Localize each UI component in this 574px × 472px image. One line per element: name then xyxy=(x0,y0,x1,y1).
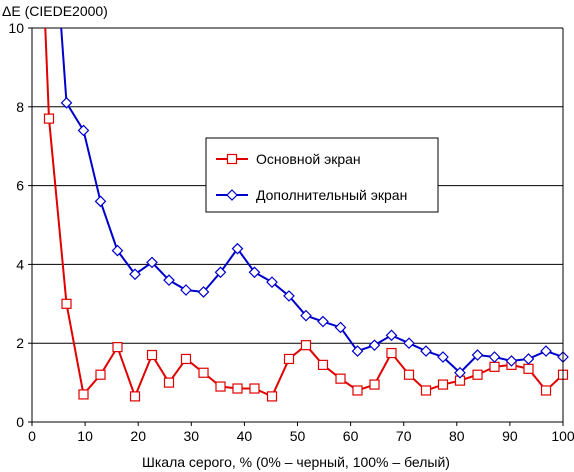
series-layer xyxy=(43,28,569,402)
data-point xyxy=(540,345,552,357)
x-tick-label: 100 xyxy=(551,428,574,444)
series-1 xyxy=(43,28,569,402)
data-point xyxy=(317,359,329,370)
data-point xyxy=(283,353,295,365)
data-point xyxy=(231,242,244,255)
data-point xyxy=(283,290,295,302)
legend-box xyxy=(205,137,439,213)
data-point xyxy=(403,369,415,380)
data-point xyxy=(368,339,381,352)
axes xyxy=(28,27,564,426)
data-point xyxy=(43,113,55,124)
x-tick-label: 60 xyxy=(343,428,359,444)
data-point xyxy=(317,315,329,328)
legend-label: Основной экран xyxy=(256,151,361,167)
data-point xyxy=(472,369,483,380)
data-point xyxy=(94,195,107,208)
data-point xyxy=(78,389,89,400)
data-point xyxy=(232,383,243,394)
legend: Основной экран Дополнительный экран xyxy=(205,137,439,213)
data-point xyxy=(112,342,123,353)
data-point xyxy=(163,377,175,388)
legend-label: Дополнительный экран xyxy=(256,187,407,203)
data-point xyxy=(249,383,260,394)
data-point xyxy=(540,385,552,396)
data-point xyxy=(180,353,192,365)
data-point xyxy=(420,345,432,357)
data-point xyxy=(129,391,141,402)
data-point xyxy=(146,256,158,269)
data-point xyxy=(471,349,484,361)
data-point xyxy=(351,345,364,357)
data-point xyxy=(180,284,192,296)
data-point xyxy=(437,379,449,390)
x-tick-label: 20 xyxy=(130,428,146,444)
data-point xyxy=(146,349,158,361)
data-point xyxy=(61,298,72,309)
data-point xyxy=(437,351,449,363)
data-point xyxy=(248,266,261,279)
data-point xyxy=(385,329,398,342)
series-2 xyxy=(60,28,569,379)
y-tick-label: 0 xyxy=(16,414,24,430)
y-tick-label: 2 xyxy=(16,335,24,351)
legend-swatch-marker xyxy=(226,189,238,201)
data-point xyxy=(505,355,518,367)
data-point xyxy=(197,286,210,298)
y-tick-label: 8 xyxy=(16,99,24,115)
x-tick-label: 50 xyxy=(290,428,306,444)
data-point xyxy=(523,363,534,374)
data-point xyxy=(214,266,227,279)
data-point xyxy=(129,268,141,281)
data-point xyxy=(420,385,432,396)
x-tick-label: 80 xyxy=(449,428,465,444)
data-point xyxy=(352,385,363,396)
y-axis-title: ΔE (CIEDE2000) xyxy=(2,3,108,19)
x-axis-title: Шкала серого, % (0% – черный, 100% – бел… xyxy=(142,454,450,470)
data-point xyxy=(335,373,346,384)
y-tick-label: 6 xyxy=(16,178,24,194)
x-tick-label: 40 xyxy=(237,428,253,444)
data-point xyxy=(403,337,415,350)
x-tick-label: 70 xyxy=(396,428,412,444)
x-tick-label: 30 xyxy=(184,428,200,444)
y-tick-label: 4 xyxy=(16,256,24,272)
data-point xyxy=(454,366,466,379)
legend-swatch-marker xyxy=(226,153,238,165)
x-tick-label: 0 xyxy=(28,428,36,444)
y-tick-label: 10 xyxy=(8,20,24,36)
data-point xyxy=(386,347,397,359)
data-point xyxy=(489,361,500,372)
data-point xyxy=(60,97,73,109)
data-point xyxy=(334,321,347,334)
data-point xyxy=(300,340,312,351)
data-point xyxy=(77,124,90,137)
data-point xyxy=(266,391,278,402)
data-point xyxy=(215,381,226,392)
data-point xyxy=(163,274,175,287)
x-tick-label: 90 xyxy=(502,428,518,444)
data-point xyxy=(111,244,124,257)
legend-item: Дополнительный экран xyxy=(216,187,407,203)
data-point xyxy=(369,379,380,390)
data-point xyxy=(488,351,501,363)
data-point xyxy=(198,367,209,378)
legend-item: Основной экран xyxy=(216,151,361,167)
data-point xyxy=(95,369,106,380)
data-point xyxy=(300,309,312,322)
data-point xyxy=(266,276,278,288)
data-point xyxy=(522,353,535,365)
x-tick-label: 10 xyxy=(77,428,93,444)
